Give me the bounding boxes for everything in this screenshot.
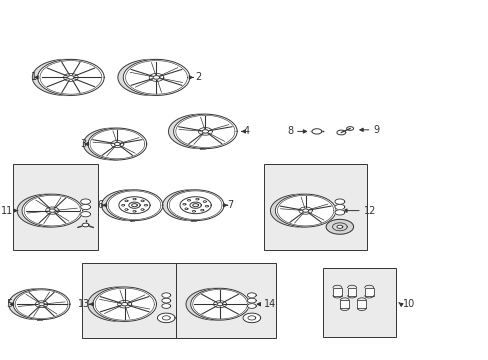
Polygon shape bbox=[334, 204, 344, 210]
Polygon shape bbox=[192, 204, 198, 207]
Polygon shape bbox=[162, 298, 170, 303]
Polygon shape bbox=[195, 198, 199, 200]
Polygon shape bbox=[144, 204, 147, 206]
Polygon shape bbox=[217, 303, 223, 306]
Text: 1: 1 bbox=[31, 72, 37, 82]
Polygon shape bbox=[82, 223, 89, 227]
Polygon shape bbox=[124, 200, 128, 202]
Text: 9: 9 bbox=[372, 125, 379, 135]
Bar bbox=[176, 263, 276, 338]
Polygon shape bbox=[133, 198, 136, 200]
Polygon shape bbox=[9, 289, 46, 320]
Text: 10: 10 bbox=[402, 299, 414, 309]
Polygon shape bbox=[192, 211, 195, 212]
Polygon shape bbox=[118, 59, 162, 95]
Polygon shape bbox=[243, 313, 260, 323]
Polygon shape bbox=[141, 200, 144, 202]
Bar bbox=[332, 288, 341, 296]
Polygon shape bbox=[302, 209, 308, 212]
Polygon shape bbox=[131, 204, 137, 207]
Polygon shape bbox=[162, 293, 170, 298]
Polygon shape bbox=[88, 128, 146, 160]
Text: 2: 2 bbox=[195, 72, 201, 82]
Text: 3: 3 bbox=[80, 139, 86, 149]
Polygon shape bbox=[67, 76, 74, 79]
Polygon shape bbox=[190, 288, 249, 320]
Polygon shape bbox=[133, 211, 136, 212]
Text: 13: 13 bbox=[78, 299, 90, 309]
Polygon shape bbox=[88, 287, 129, 321]
Polygon shape bbox=[334, 210, 344, 215]
Text: 7: 7 bbox=[226, 200, 233, 210]
Bar bbox=[13, 164, 98, 250]
Polygon shape bbox=[81, 212, 90, 217]
Polygon shape bbox=[141, 209, 144, 210]
Polygon shape bbox=[163, 190, 200, 221]
Polygon shape bbox=[167, 190, 224, 221]
Polygon shape bbox=[124, 209, 128, 210]
Polygon shape bbox=[185, 288, 224, 320]
Text: 4: 4 bbox=[244, 126, 250, 136]
Polygon shape bbox=[168, 114, 210, 149]
Polygon shape bbox=[81, 199, 90, 204]
Polygon shape bbox=[32, 59, 76, 95]
Polygon shape bbox=[325, 219, 353, 234]
Polygon shape bbox=[183, 203, 185, 205]
Polygon shape bbox=[122, 204, 124, 206]
Text: 11: 11 bbox=[0, 206, 13, 216]
Bar bbox=[264, 164, 366, 250]
Bar bbox=[364, 288, 373, 296]
Polygon shape bbox=[162, 303, 170, 309]
Polygon shape bbox=[114, 143, 120, 145]
Polygon shape bbox=[38, 59, 104, 95]
Polygon shape bbox=[311, 129, 321, 134]
Text: 12: 12 bbox=[363, 206, 375, 216]
Polygon shape bbox=[13, 289, 70, 320]
Polygon shape bbox=[247, 298, 256, 303]
Bar bbox=[357, 300, 366, 308]
Polygon shape bbox=[203, 201, 206, 202]
Polygon shape bbox=[334, 199, 344, 204]
Polygon shape bbox=[336, 225, 342, 228]
Polygon shape bbox=[122, 302, 128, 306]
Polygon shape bbox=[205, 205, 208, 207]
Text: 8: 8 bbox=[286, 126, 293, 136]
Polygon shape bbox=[81, 204, 90, 210]
Text: 14: 14 bbox=[263, 299, 275, 309]
Polygon shape bbox=[123, 59, 189, 95]
Polygon shape bbox=[83, 128, 122, 160]
Polygon shape bbox=[184, 208, 187, 210]
Polygon shape bbox=[22, 194, 82, 227]
Polygon shape bbox=[173, 114, 237, 149]
Polygon shape bbox=[39, 303, 44, 306]
Bar bbox=[322, 268, 395, 337]
Polygon shape bbox=[106, 190, 163, 221]
Polygon shape bbox=[93, 287, 156, 321]
Polygon shape bbox=[102, 190, 139, 221]
Polygon shape bbox=[153, 76, 160, 79]
Polygon shape bbox=[157, 313, 175, 323]
Polygon shape bbox=[270, 194, 310, 227]
Polygon shape bbox=[247, 303, 256, 309]
Bar bbox=[347, 288, 356, 296]
Text: 5: 5 bbox=[6, 299, 13, 309]
Polygon shape bbox=[17, 194, 57, 227]
Polygon shape bbox=[336, 130, 345, 135]
Polygon shape bbox=[187, 199, 190, 201]
Bar bbox=[340, 300, 348, 308]
Bar bbox=[82, 263, 185, 338]
Polygon shape bbox=[247, 293, 256, 298]
Polygon shape bbox=[49, 209, 55, 212]
Text: 6: 6 bbox=[97, 200, 103, 210]
Polygon shape bbox=[275, 194, 335, 227]
Polygon shape bbox=[200, 209, 203, 211]
Polygon shape bbox=[202, 130, 208, 133]
